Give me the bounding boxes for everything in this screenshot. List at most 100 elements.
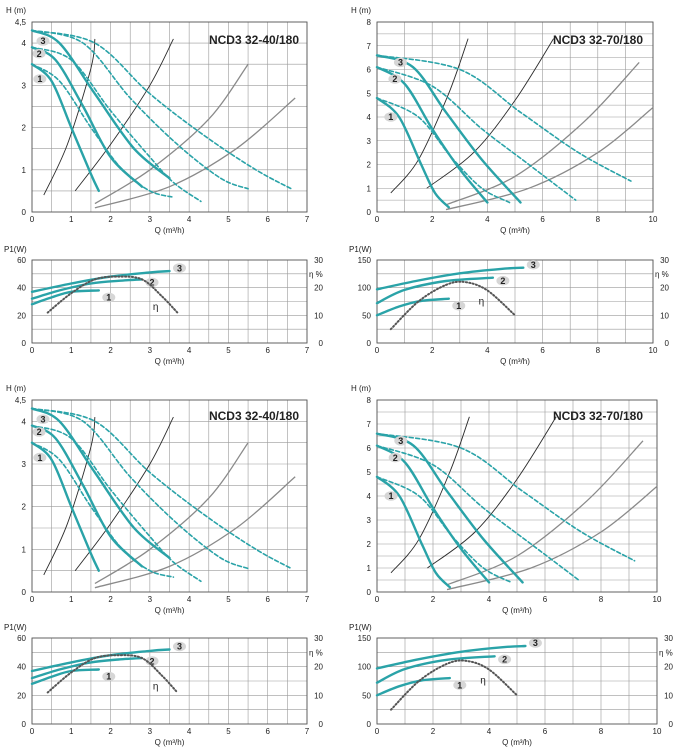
power-curve-speed-3	[375, 644, 527, 670]
speed-badge	[528, 638, 542, 648]
plot-frame	[376, 21, 654, 213]
x-tick-label: 2	[430, 215, 435, 224]
x-tick-label: 6	[265, 727, 270, 736]
power-curve-speed-2	[30, 656, 144, 680]
system-curve	[74, 416, 174, 571]
x-tick-label: 0	[375, 595, 380, 604]
x-tick-label: 4	[187, 727, 192, 736]
y-tick-label: 0	[367, 720, 372, 729]
pump-curve-speed-2-dashed	[31, 424, 202, 583]
y-tick-label: 40	[17, 284, 26, 293]
x-tick-label: 0	[375, 346, 380, 355]
speed-label: 3	[40, 414, 45, 424]
x-tick-label: 2	[431, 727, 436, 736]
chart-title: NCD3 32-40/180	[209, 33, 299, 47]
pump-curve-speed-2-dashed	[376, 66, 577, 201]
x-tick-label: 10	[653, 595, 662, 604]
y-tick-label: 1	[367, 184, 372, 193]
x-tick-label: 6	[265, 595, 270, 604]
y2-tick-label: 10	[660, 311, 669, 320]
speed-label: 3	[40, 36, 45, 46]
y2-axis-label: η %	[309, 648, 323, 657]
speed-label: 2	[500, 276, 505, 286]
x-tick-label: 0	[30, 346, 35, 355]
speed-badge	[526, 259, 540, 270]
x-axis-label: Q (m³/h)	[502, 606, 532, 615]
speed-badge	[33, 452, 47, 463]
y2-tick-label: 20	[664, 663, 673, 672]
y2-tick-label: 30	[660, 256, 669, 265]
y-tick-label: 60	[17, 256, 26, 265]
y-tick-label: 3	[367, 516, 372, 525]
pump-curve-speed-3-dashed	[376, 54, 632, 182]
x-tick-label: 8	[599, 727, 604, 736]
y-tick-label: 100	[358, 284, 372, 293]
speed-label: 3	[398, 436, 403, 446]
x-tick-label: 10	[649, 215, 658, 224]
y2-axis-label: η %	[655, 270, 669, 279]
pump-curve-speed-3-dashed	[31, 407, 249, 570]
x-tick-label: 2	[108, 595, 113, 604]
speed-badge	[384, 491, 398, 501]
speed-label: 3	[177, 263, 182, 273]
speed-label: 1	[456, 301, 461, 311]
x-tick-label: 7	[305, 346, 310, 355]
x-tick-label: 1	[69, 346, 74, 355]
head-chart-1: 1 2 3 0 1 2 3 4 5 6 7 0 1 2 3 4 4,5 Q (m³/h) H (m) NCD3 32-…	[6, 6, 310, 235]
y-tick-label: 4	[367, 492, 372, 501]
x-tick-label: 1	[69, 595, 74, 604]
pump-curve-speed-3-dashed	[31, 29, 249, 190]
y-tick-label: 20	[17, 691, 26, 700]
y2-tick-label: 0	[319, 339, 324, 348]
system-curve	[445, 106, 654, 211]
pump-curve-speed-3-dashed	[376, 432, 636, 562]
chart-title: NCD3 32-70/180	[553, 409, 643, 423]
y-tick-label: 1	[22, 545, 27, 554]
speed-label: 1	[37, 74, 42, 84]
y-tick-label: 50	[362, 311, 371, 320]
x-tick-label: 0	[375, 727, 380, 736]
y-tick-label: 2	[22, 503, 27, 512]
power-curve-speed-2	[30, 278, 144, 300]
x-tick-label: 10	[649, 346, 658, 355]
chart-title: NCD3 32-40/180	[209, 409, 299, 423]
x-tick-label: 5	[226, 215, 231, 224]
plot-frame	[376, 637, 658, 725]
power-curve-speed-1	[375, 297, 450, 317]
x-axis-label: Q (m³/h)	[155, 606, 185, 615]
efficiency-curve	[389, 280, 516, 331]
y-tick-label: 6	[367, 66, 372, 75]
y-tick-label: 2	[367, 540, 372, 549]
x-tick-label: 6	[543, 595, 548, 604]
y-tick-label: 7	[367, 420, 372, 429]
y-axis-label: H (m)	[351, 6, 371, 15]
speed-badge	[36, 414, 50, 425]
y2-axis-label: η %	[659, 648, 673, 657]
system-curve	[427, 416, 557, 569]
x-tick-label: 5	[226, 595, 231, 604]
system-curve	[74, 38, 174, 192]
head-chart-3: 1 2 3 0 1 2 3 4 5 6 7 0 1 2 3 4 4,5 Q (m³/h) H (m) NCD3 32-…	[6, 384, 310, 615]
x-tick-label: 4	[487, 727, 492, 736]
x-tick-label: 1	[69, 727, 74, 736]
x-axis-label: Q (m³/h)	[155, 357, 185, 366]
y-axis-label: H (m)	[351, 384, 371, 393]
x-tick-label: 0	[30, 727, 35, 736]
y-tick-label: 100	[358, 663, 372, 672]
y-axis-label: P1(W)	[349, 623, 372, 632]
efficiency-label: η	[480, 676, 486, 687]
y-tick-label: 2	[367, 161, 372, 170]
x-tick-label: 3	[148, 727, 153, 736]
y-tick-label: 1	[22, 166, 27, 175]
pump-curve-speed-3-dashed	[31, 407, 293, 570]
x-tick-label: 6	[540, 215, 545, 224]
pump-curve-speed-2	[30, 46, 144, 188]
speed-badge	[394, 436, 408, 446]
x-tick-label: 8	[596, 215, 601, 224]
y-tick-label: 6	[367, 444, 372, 453]
speed-badge	[496, 275, 510, 286]
x-tick-label: 10	[653, 727, 662, 736]
power-curve-speed-2	[375, 276, 495, 305]
